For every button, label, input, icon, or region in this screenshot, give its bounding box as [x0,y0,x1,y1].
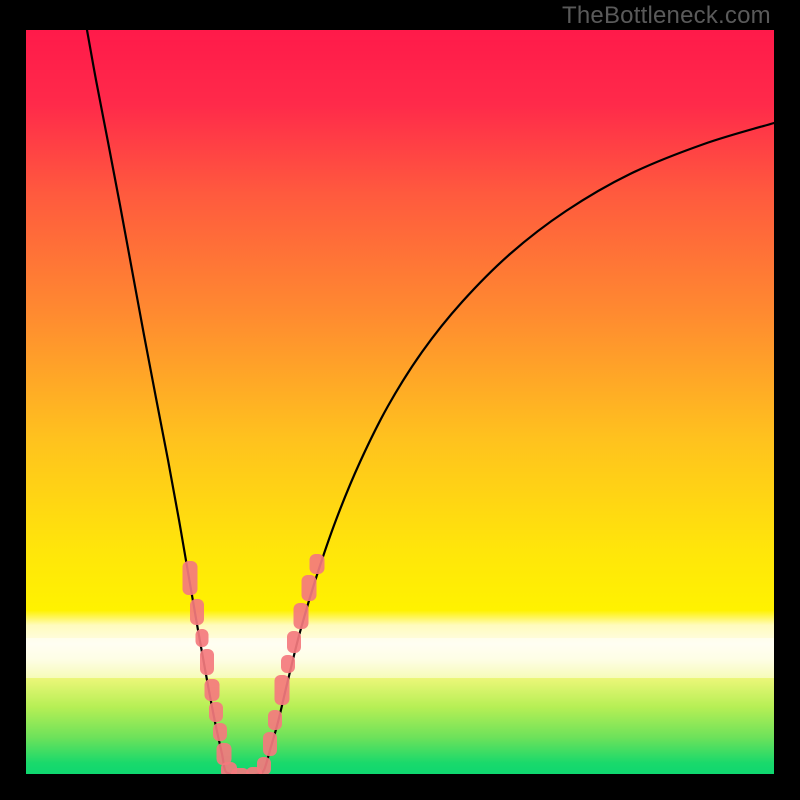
curve-marker [275,675,290,705]
curve-marker [257,757,271,774]
bottleneck-curve [87,30,774,774]
curve-marker [196,629,209,647]
attribution-text: TheBottleneck.com [562,2,771,30]
frame-bottom [0,774,800,800]
plot-area [26,30,774,774]
curve-marker [209,702,223,722]
curve-marker [310,554,325,574]
curve-marker [213,723,227,741]
curve-marker [263,732,277,756]
frame-left [0,0,26,800]
curve-marker [183,561,198,595]
marker-group [183,554,325,774]
frame-right [774,0,800,800]
curve-marker [200,649,214,675]
curve-marker [302,575,317,601]
curve-marker [287,631,301,653]
curve-marker [281,655,295,673]
curve-marker [217,743,232,765]
curve-marker [205,679,220,701]
curve-marker [268,710,282,730]
curve-marker [190,599,204,625]
curve-marker [294,603,309,629]
chart-overlay [26,30,774,774]
